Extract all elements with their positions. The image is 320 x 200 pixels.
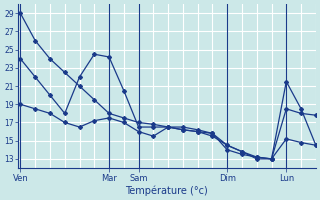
X-axis label: Température (°c): Température (°c)	[125, 185, 208, 196]
